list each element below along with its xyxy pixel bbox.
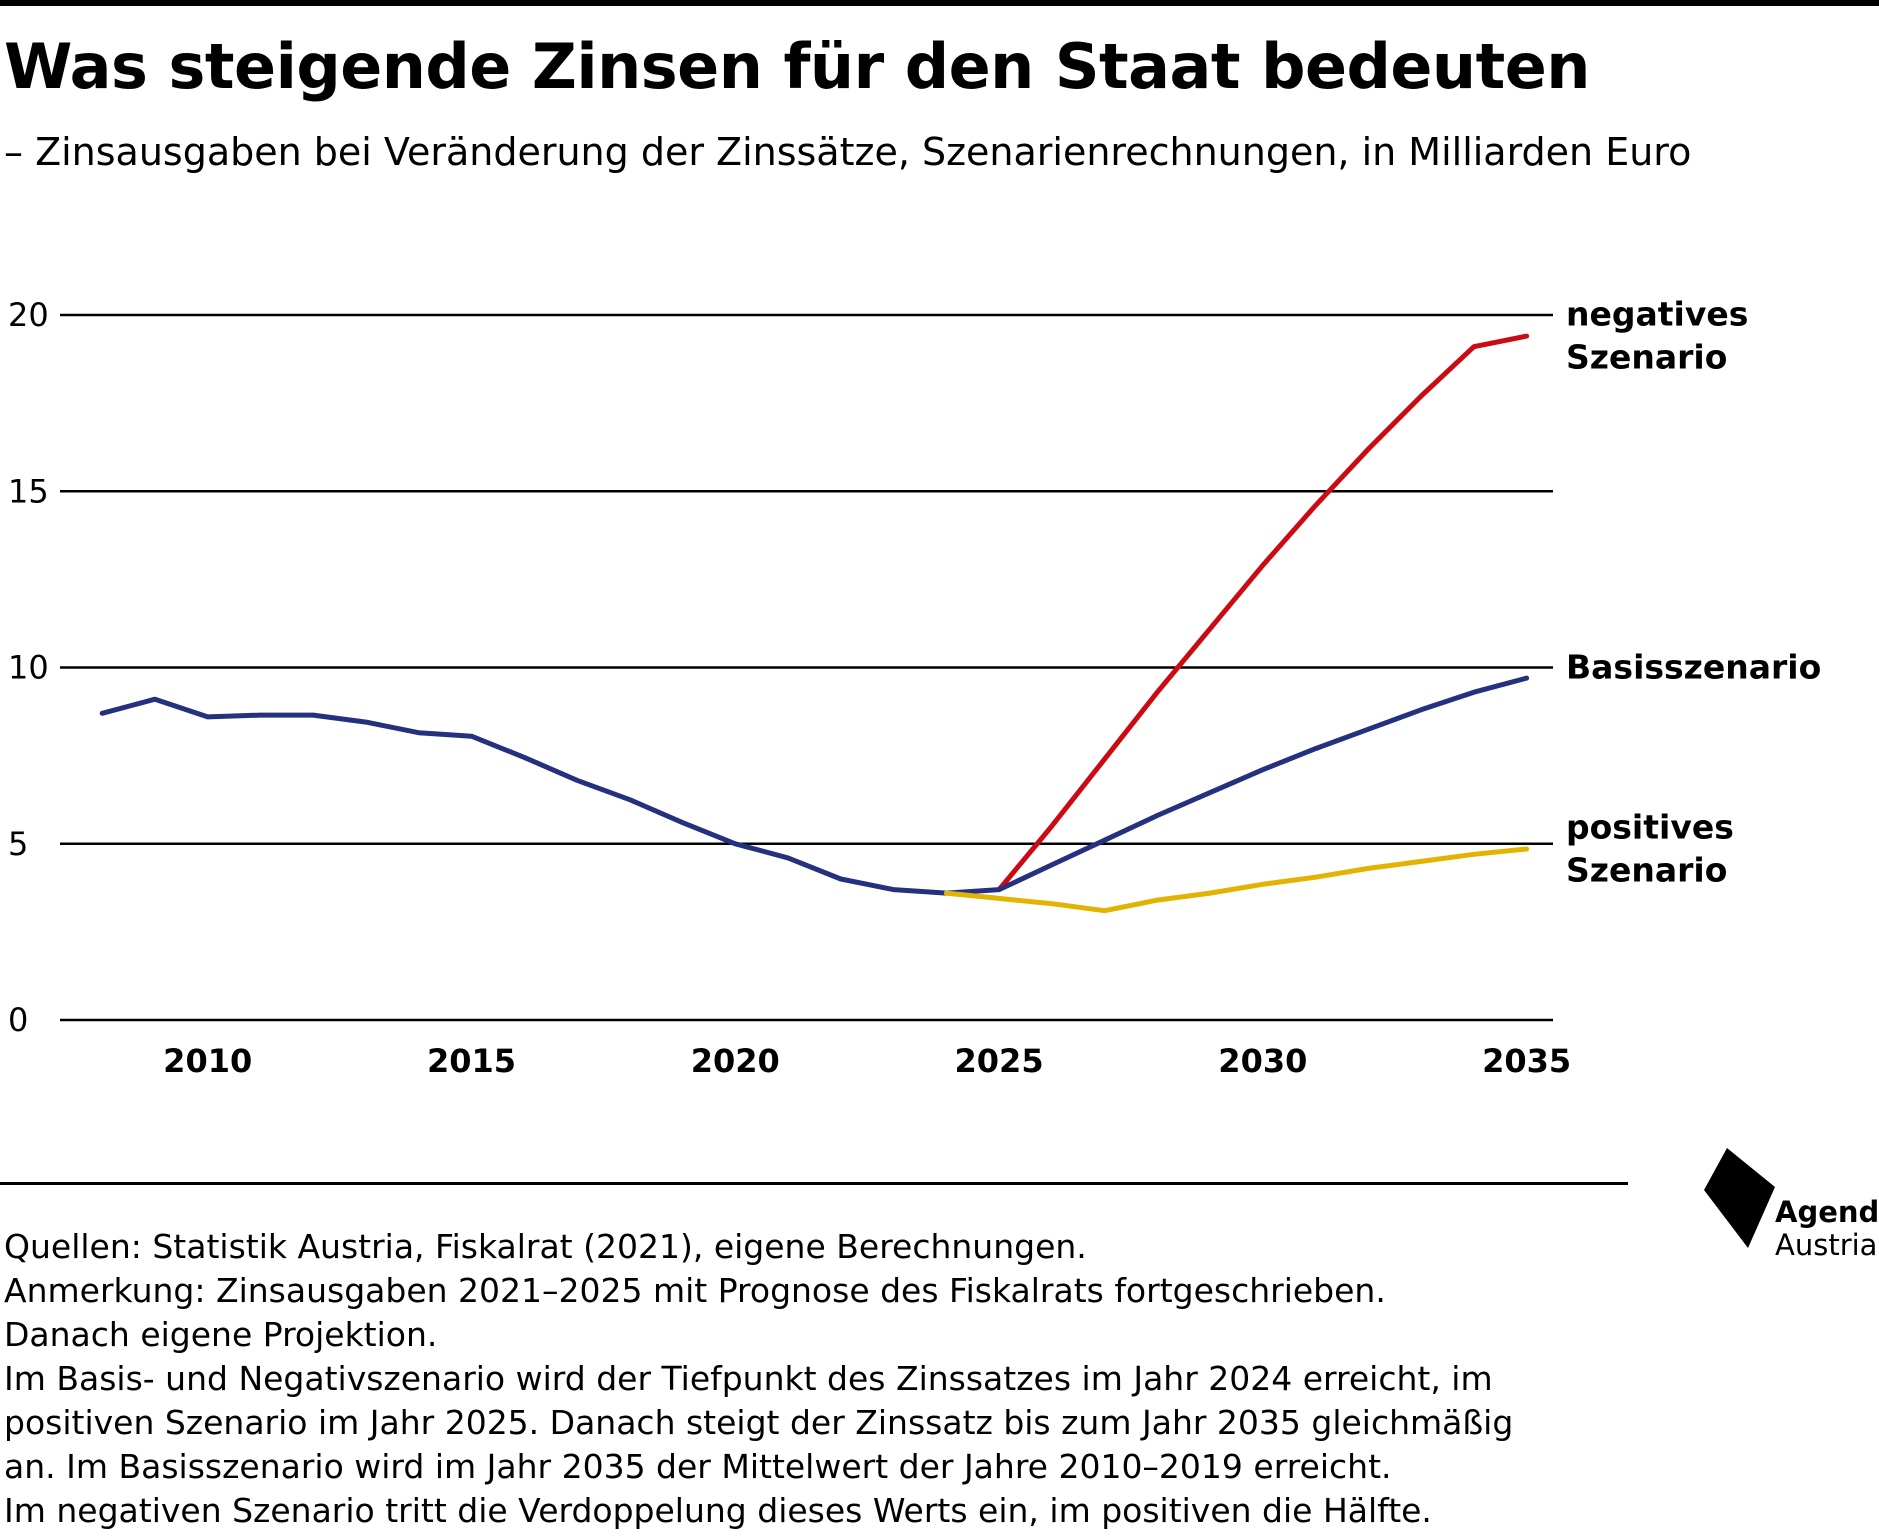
series-line-negatives-szenario — [996, 333, 1530, 893]
note-line: an. Im Basisszenario wird im Jahr 2035 d… — [4, 1447, 1392, 1486]
y-tick-label: 20 — [8, 296, 49, 334]
series-label: Basisszenario — [1566, 648, 1821, 687]
series-label: positives — [1566, 808, 1734, 847]
x-tick-label: 2020 — [691, 1042, 780, 1080]
y-tick-label: 10 — [8, 649, 49, 687]
series-line-basisszenario — [99, 675, 1530, 896]
y-tick-label: 15 — [8, 472, 49, 510]
series-labels: negatives Szenario Basisszenario positives S… — [1566, 295, 1821, 890]
top-rule — [0, 0, 1879, 6]
y-axis-ticks: 0 5 10 15 20 — [8, 296, 49, 1039]
note-line: Danach eigene Projektion. — [4, 1315, 438, 1354]
series-label: negatives — [1566, 295, 1748, 334]
footer-notes: Quellen: Statistik Austria, Fiskalrat (2… — [4, 1225, 1614, 1533]
x-axis-ticks: 2010 2015 2020 2025 2030 2035 — [163, 1042, 1571, 1080]
note-line: Im negativen Szenario tritt die Verdoppe… — [4, 1491, 1432, 1530]
series-lines — [99, 333, 1530, 914]
x-tick-label: 2030 — [1218, 1042, 1307, 1080]
series-line-positives-szenario — [943, 846, 1530, 914]
note-line: positiven Szenario im Jahr 2025. Danach … — [4, 1403, 1514, 1442]
bottom-rule — [0, 1182, 1628, 1185]
agenda-austria-logo-icon — [1704, 1148, 1775, 1248]
line-chart: 0 5 10 15 20 2010 2015 2020 2025 2030 2035 negati… — [8, 295, 1821, 1080]
x-tick-label: 2015 — [427, 1042, 516, 1080]
y-tick-label: 0 — [8, 1001, 28, 1039]
chart-subtitle: – Zinsausgaben bei Veränderung der Zinss… — [4, 130, 1692, 174]
note-line: Anmerkung: Zinsausgaben 2021–2025 mit Pr… — [4, 1271, 1386, 1310]
logo-text-agenda: Agenda — [1775, 1195, 1879, 1229]
note-line: Im Basis- und Negativszenario wird der T… — [4, 1359, 1493, 1398]
x-tick-label: 2035 — [1482, 1042, 1571, 1080]
series-label: Szenario — [1566, 338, 1727, 377]
chart-title: Was steigende Zinsen für den Staat bedeu… — [4, 30, 1590, 103]
gridlines — [60, 313, 1553, 1022]
y-tick-label: 5 — [8, 825, 28, 863]
x-tick-label: 2010 — [163, 1042, 252, 1080]
x-tick-label: 2025 — [955, 1042, 1044, 1080]
logo-text-austria: Austria — [1775, 1228, 1878, 1262]
source-line: Quellen: Statistik Austria, Fiskalrat (2… — [4, 1227, 1087, 1266]
series-label: Szenario — [1566, 851, 1727, 890]
